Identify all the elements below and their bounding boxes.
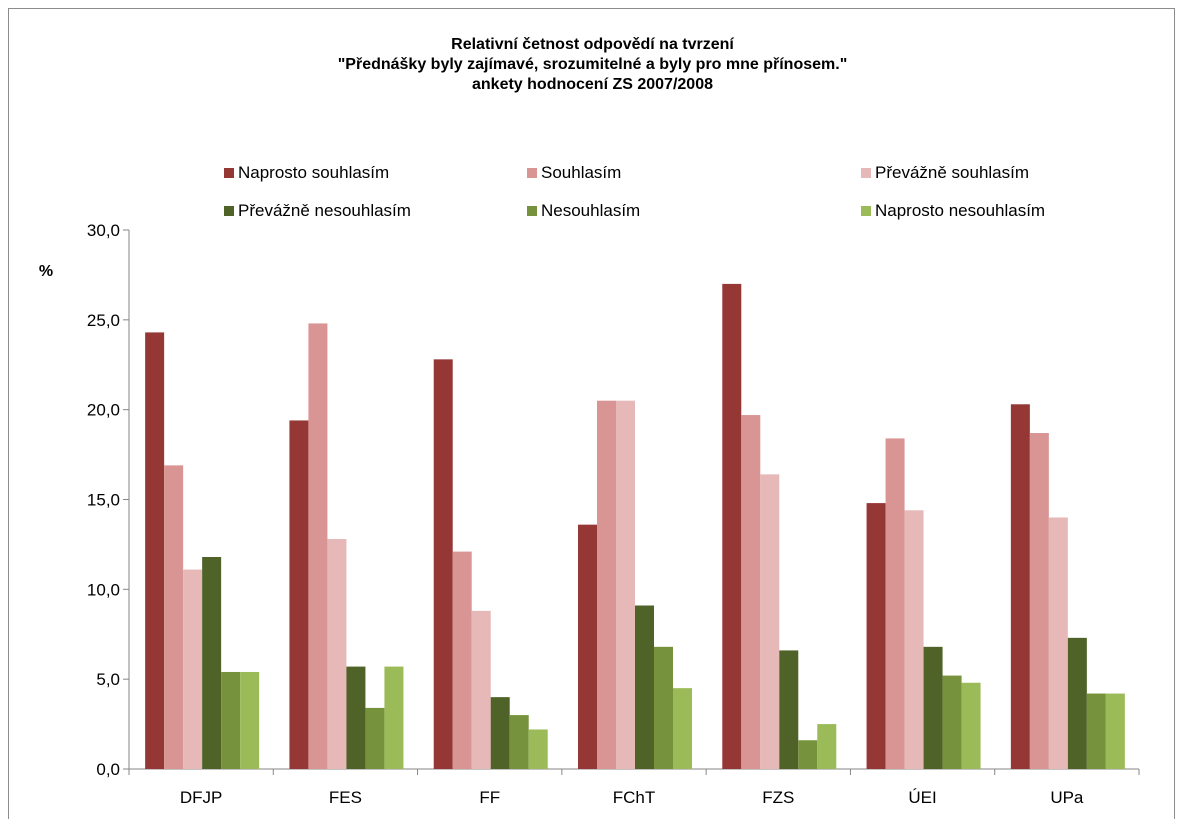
bar [528, 729, 548, 769]
y-tick-label: 15,0 [87, 491, 120, 510]
legend-swatch [861, 168, 871, 178]
bar [798, 740, 818, 769]
y-tick-label: 0,0 [96, 760, 120, 779]
bar [509, 715, 529, 769]
y-axis-label: % [39, 263, 53, 280]
bar [490, 697, 510, 769]
y-tick-label: 10,0 [87, 580, 120, 599]
bar [885, 438, 905, 769]
bar [1048, 517, 1068, 769]
chart-bars [145, 283, 1125, 769]
bar [741, 415, 761, 769]
legend-label: Převážně nesouhlasím [238, 201, 411, 220]
bar [384, 666, 404, 769]
x-tick-label: FChT [613, 788, 656, 807]
bar [433, 359, 453, 769]
bar [1067, 637, 1087, 769]
chart-axes: 0,0 5,0 10,0 15,0 20,0 25,0 30,0 DFJP FES FF FChT F… [87, 221, 1140, 807]
y-tick-label: 20,0 [87, 401, 120, 420]
bar [961, 682, 981, 769]
bar [1105, 693, 1125, 769]
bar [673, 688, 692, 769]
bar [240, 671, 260, 769]
bar [164, 465, 184, 769]
bar [942, 675, 962, 769]
bar [635, 605, 654, 769]
legend-swatch [527, 206, 537, 216]
legend-swatch [861, 206, 871, 216]
bar [866, 503, 886, 769]
bar [722, 283, 742, 769]
bar [145, 332, 165, 769]
legend-label: Převážně souhlasím [875, 163, 1029, 182]
bar [597, 400, 616, 769]
x-tick-label: DFJP [180, 788, 223, 807]
x-tick-label: ÚEI [908, 788, 936, 807]
bar [452, 551, 472, 769]
bar [760, 474, 780, 769]
x-tick-label: FZS [762, 788, 794, 807]
bar [923, 646, 943, 769]
bar [289, 420, 309, 769]
bar [365, 707, 385, 769]
legend-label: Nesouhlasím [541, 201, 640, 220]
bar [183, 569, 203, 769]
chart-legend: Naprosto souhlasím Souhlasím Převážně souh… [224, 163, 1045, 220]
bar [202, 556, 222, 769]
bar [654, 646, 673, 769]
chart-title-line-3: ankety hodnocení ZS 2007/2008 [472, 76, 713, 93]
bar [1010, 404, 1030, 769]
legend-label: Naprosto souhlasím [238, 163, 389, 182]
legend-swatch [527, 168, 537, 178]
bar [327, 539, 347, 769]
bar [1029, 433, 1049, 769]
y-tick-label: 30,0 [87, 221, 120, 240]
legend-swatch [224, 168, 234, 178]
x-tick-label: UPa [1050, 788, 1084, 807]
y-tick-label: 25,0 [87, 311, 120, 330]
bar [1086, 693, 1106, 769]
chart-frame [8, 8, 1175, 819]
x-tick-label: FF [479, 788, 500, 807]
bar [616, 400, 635, 769]
bar [817, 724, 837, 769]
legend-swatch [224, 206, 234, 216]
bar [578, 524, 597, 769]
bar [308, 323, 328, 769]
bar [904, 510, 924, 769]
legend-label: Souhlasím [541, 163, 621, 182]
legend-label: Naprosto nesouhlasím [875, 201, 1045, 220]
bar [779, 650, 799, 769]
y-tick-label: 5,0 [96, 670, 120, 689]
bar [221, 671, 241, 769]
x-tick-label: FES [329, 788, 362, 807]
bar [471, 610, 491, 769]
chart-title-line-2: "Přednášky byly zajímavé, srozumitelné a… [337, 56, 848, 73]
bar [346, 666, 366, 769]
chart-title-line-1: Relativní četnost odpovědí na tvrzení [451, 36, 734, 53]
